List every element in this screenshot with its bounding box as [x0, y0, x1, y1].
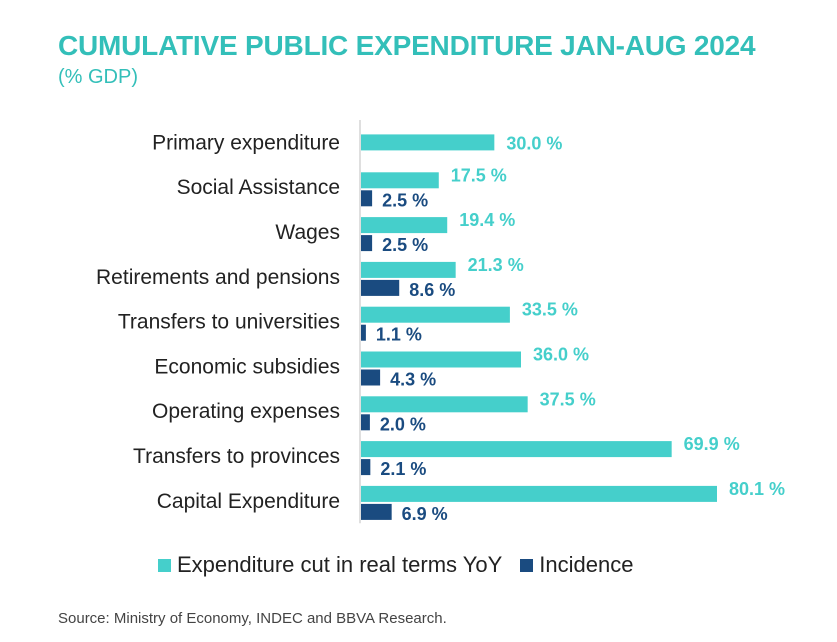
bar-cut	[361, 217, 448, 234]
bar-cut	[361, 351, 521, 368]
chart-title: CUMULATIVE PUBLIC EXPENDITURE JAN-AUG 20…	[58, 30, 756, 61]
category-label: Capital Expenditure	[157, 490, 340, 513]
category-label: Retirements and pensions	[96, 266, 340, 289]
data-label-incidence: 4.3 %	[390, 370, 436, 390]
data-label-incidence: 1.1 %	[376, 325, 422, 345]
data-label-cut: 30.0 %	[506, 133, 562, 153]
bar-incidence	[361, 324, 366, 341]
legend-item-cut: Expenditure cut in real terms YoY	[158, 552, 502, 578]
legend-label-cut: Expenditure cut in real terms YoY	[177, 552, 503, 577]
bar-incidence	[361, 414, 370, 431]
bar-chart: Primary expenditure 30.0 % Social Assistan…	[96, 120, 785, 524]
bar-incidence	[361, 279, 400, 296]
bar-cut	[361, 261, 456, 278]
data-label-incidence: 6.9 %	[402, 504, 448, 524]
bar-incidence	[361, 235, 373, 252]
category-label: Social Assistance	[177, 176, 340, 199]
bar-cut	[361, 485, 717, 502]
data-label-cut: 17.5 %	[451, 165, 507, 185]
data-label-cut: 21.3 %	[468, 255, 524, 275]
data-label-cut: 19.4 %	[459, 210, 515, 230]
data-label-cut: 69.9 %	[684, 434, 740, 454]
category-label: Transfers to provinces	[133, 445, 340, 468]
bar-cut	[361, 306, 510, 323]
data-label-incidence: 2.5 %	[382, 235, 428, 255]
bar-cut	[361, 396, 528, 413]
data-label-incidence: 2.5 %	[382, 190, 428, 210]
bar-cut	[361, 441, 672, 458]
data-label-incidence: 2.1 %	[380, 459, 426, 479]
chart-subtitle: (% GDP)	[58, 66, 138, 88]
bar-incidence	[361, 503, 392, 520]
data-label-cut: 80.1 %	[729, 479, 785, 499]
source-note: Source: Ministry of Economy, INDEC and B…	[58, 610, 447, 627]
legend: Expenditure cut in real terms YoY Incide…	[158, 552, 651, 578]
data-label-cut: 33.5 %	[522, 300, 578, 320]
category-label: Operating expenses	[152, 400, 340, 423]
category-label: Primary expenditure	[152, 131, 340, 154]
bar-cut	[361, 172, 439, 189]
legend-item-incidence: Incidence	[520, 552, 633, 578]
category-label: Transfers to universities	[118, 311, 340, 334]
bar-incidence	[361, 369, 381, 386]
data-label-cut: 37.5 %	[540, 389, 596, 409]
category-label: Economic subsidies	[154, 355, 340, 378]
bar-cut	[361, 134, 495, 151]
data-label-cut: 36.0 %	[533, 345, 589, 365]
category-label: Wages	[275, 221, 340, 244]
legend-swatch-cut	[158, 558, 171, 572]
bar-incidence	[361, 459, 371, 476]
legend-swatch-incidence	[520, 558, 534, 572]
data-label-incidence: 8.6 %	[409, 280, 455, 300]
legend-label-incidence: Incidence	[539, 552, 634, 577]
bar-incidence	[361, 190, 373, 207]
data-label-incidence: 2.0 %	[380, 414, 426, 434]
